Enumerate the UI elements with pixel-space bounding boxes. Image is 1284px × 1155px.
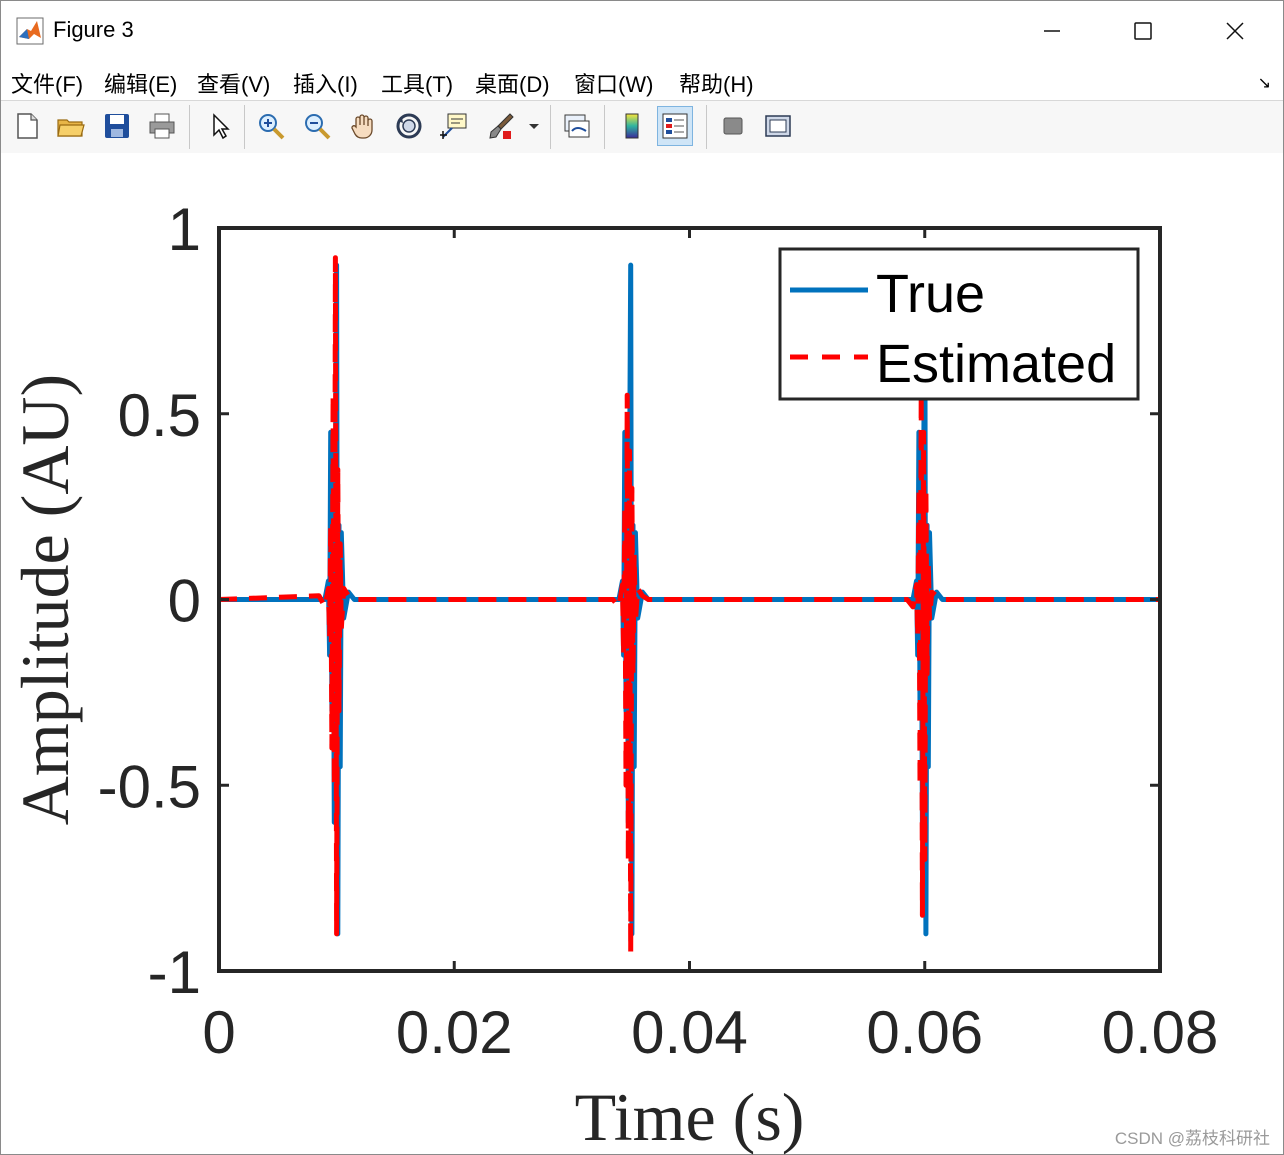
legend[interactable]: True Estimated (778, 247, 1140, 401)
pan-hand-icon (351, 114, 373, 139)
data-cursor-icon (440, 113, 467, 139)
series-estimated-line[interactable] (218, 255, 1160, 955)
legend-box (778, 247, 1140, 401)
zoom-in-button[interactable] (253, 106, 289, 146)
brush-dropdown-button[interactable] (523, 106, 545, 146)
ticks-layer: 0 0.02 0.04 0.06 0.08 1 0.5 0 -0.5 -1 (98, 196, 1219, 1066)
y-tick-label: 0 (168, 568, 201, 635)
minimize-button[interactable] (1029, 13, 1075, 49)
y-tick-label: -0.5 (98, 753, 201, 820)
watermark: CSDN @荔枝科研社 (1114, 1129, 1270, 1148)
minimize-icon (1044, 30, 1060, 32)
print-icon (149, 113, 175, 139)
title-bar[interactable]: Figure 3 (1, 1, 1283, 61)
new-figure-button[interactable] (9, 106, 45, 146)
hide-plot-tools-icon (723, 117, 743, 135)
toolbar-separator (189, 105, 190, 149)
x-tick-label: 0.08 (1102, 999, 1219, 1066)
chevron-down-icon (529, 124, 539, 129)
x-tick-label: 0.04 (631, 999, 748, 1066)
legend-true-label: True (876, 264, 985, 324)
menu-insert[interactable]: 插入(I) (293, 72, 358, 97)
menu-file[interactable]: 文件(F) (11, 72, 84, 97)
save-icon (105, 114, 129, 138)
open-file-icon (57, 119, 85, 137)
x-tick-label: 0.06 (866, 999, 983, 1066)
toolbar-separator (604, 105, 605, 149)
matlab-icon (16, 17, 44, 45)
pan-button[interactable] (345, 106, 381, 146)
pointer-button[interactable] (201, 106, 237, 146)
y-tick-label: -1 (148, 939, 201, 1006)
hide-plot-tools-button[interactable] (715, 106, 751, 146)
print-button[interactable] (144, 106, 180, 146)
x-tick-label: 0.02 (396, 999, 513, 1066)
menu-help[interactable]: 帮助(H) (679, 72, 754, 97)
zoom-out-button[interactable] (299, 106, 335, 146)
rotate-3d-icon (396, 113, 422, 139)
window-title: Figure 3 (53, 17, 134, 42)
link-plot-icon (564, 114, 590, 138)
zoom-in-icon (259, 114, 285, 140)
toolbar-separator (244, 105, 245, 149)
legend-icon (662, 113, 688, 139)
brush-button[interactable] (483, 106, 519, 146)
zoom-out-icon (305, 114, 331, 140)
menu-bar (1, 61, 1283, 99)
new-figure-icon (17, 113, 38, 139)
y-axis-label: Amplitude (AU) (7, 374, 83, 825)
menu-edit[interactable]: 编辑(E) (104, 72, 178, 97)
toolbar-separator (550, 105, 551, 149)
legend-button[interactable] (657, 106, 693, 146)
maximize-icon (1134, 22, 1152, 40)
menu-desktop[interactable]: 桌面(D) (475, 72, 550, 97)
colorbar-button[interactable] (614, 106, 650, 146)
y-tick-label: 0.5 (118, 382, 201, 449)
data-cursor-button[interactable] (437, 106, 473, 146)
pointer-icon (213, 113, 230, 140)
rotate-3d-button[interactable] (391, 106, 427, 146)
show-plot-tools-button[interactable] (760, 106, 796, 146)
x-tick-label: 0 (202, 999, 235, 1066)
menu-view[interactable]: 查看(V) (197, 72, 271, 97)
save-button[interactable] (99, 106, 135, 146)
close-icon (1226, 22, 1244, 40)
show-plot-tools-icon (765, 115, 791, 137)
menu-tools[interactable]: 工具(T) (381, 72, 454, 97)
colorbar-icon (625, 113, 639, 139)
toolbar-separator (706, 105, 707, 149)
menu-dock-arrow-icon[interactable]: ↘ (1257, 75, 1271, 92)
brush-icon (489, 113, 514, 139)
menu-window[interactable]: 窗口(W) (574, 72, 654, 97)
link-plot-button[interactable] (559, 106, 595, 146)
close-button[interactable] (1212, 13, 1258, 49)
x-axis-label: Time (s) (575, 1079, 805, 1155)
open-file-button[interactable] (53, 106, 89, 146)
y-tick-label: 1 (168, 196, 201, 263)
maximize-button[interactable] (1120, 13, 1166, 49)
legend-estimated-label: Estimated (876, 334, 1116, 394)
